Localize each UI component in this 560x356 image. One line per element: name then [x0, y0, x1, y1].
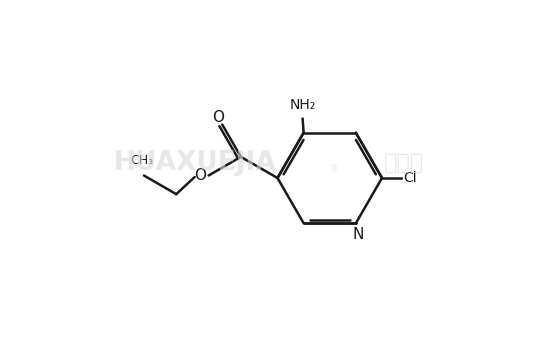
- Text: ®: ®: [330, 164, 339, 174]
- Text: CH₃: CH₃: [130, 153, 153, 167]
- Text: O: O: [195, 168, 207, 183]
- Text: Cl: Cl: [403, 171, 417, 185]
- Text: NH₂: NH₂: [290, 98, 316, 112]
- Text: HUAXUEJIA: HUAXUEJIA: [114, 150, 277, 176]
- Text: O: O: [212, 110, 224, 125]
- Text: N: N: [353, 227, 364, 242]
- Text: 化学加: 化学加: [384, 153, 424, 173]
